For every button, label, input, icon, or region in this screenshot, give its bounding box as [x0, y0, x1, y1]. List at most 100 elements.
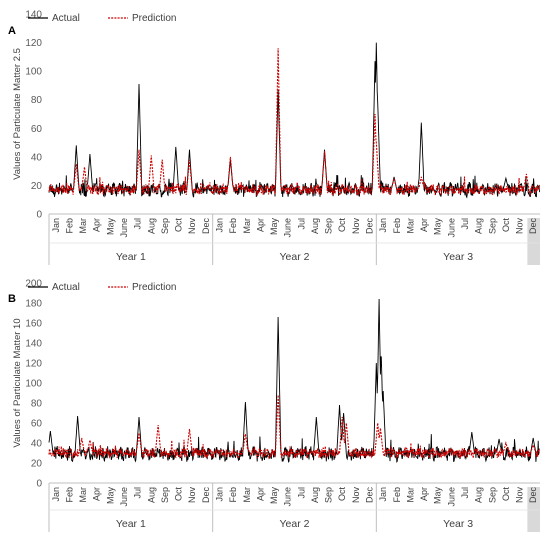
x-tick-label: Feb — [64, 487, 74, 503]
y-tick-label: 0 — [36, 479, 42, 490]
x-tick-label: Oct — [337, 487, 347, 502]
x-tick-label: Jul — [296, 218, 306, 230]
x-tick-label: Aug — [146, 487, 156, 503]
series-line-prediction — [48, 48, 541, 197]
y-axis-label: Values of Particulate Matter 2.5 — [12, 48, 23, 180]
legend-label-prediction: Prediction — [132, 282, 176, 293]
x-tick-label: Nov — [351, 218, 361, 235]
y-tick-label: 20 — [31, 459, 43, 470]
chart-panel-b: B 0 20 40 60 80 100 120 140 160 180 200 Values of Pa… — [8, 279, 541, 532]
x-tick-label: Sep — [160, 218, 170, 234]
x-tick-label: Mar — [78, 487, 88, 503]
x-tick-label: Jul — [133, 218, 143, 230]
x-tick-label: Feb — [64, 218, 74, 234]
x-tick-label: Dec — [201, 487, 211, 504]
y-tick-label: 0 — [36, 210, 42, 221]
x-tick-label: Mar — [242, 487, 252, 503]
series-line-prediction — [48, 394, 541, 461]
x-tick-label: Oct — [337, 218, 347, 233]
y-tick-label: 60 — [31, 124, 43, 135]
x-tick-label: Apr — [419, 218, 429, 232]
x-tick-label: Jan — [378, 487, 388, 502]
x-tick-label: Nov — [351, 487, 361, 504]
year-label: Year 2 — [280, 518, 310, 530]
x-tick-label: May — [433, 218, 443, 236]
y-tick-label: 60 — [31, 419, 43, 430]
x-tick-label: Mar — [405, 218, 415, 234]
x-tick-label: Oct — [501, 487, 511, 502]
x-tick-label: June — [119, 487, 129, 507]
y-tick-label: 140 — [25, 10, 42, 21]
x-tick-label: Jan — [51, 487, 61, 502]
x-tick-label: Oct — [501, 218, 511, 233]
x-tick-label: June — [446, 218, 456, 238]
x-tick-label: Dec — [528, 487, 538, 504]
y-tick-label: 180 — [25, 299, 42, 310]
legend-label-prediction: Prediction — [132, 13, 176, 24]
x-tick-label: Nov — [515, 218, 525, 235]
x-tick-label: Sep — [487, 487, 497, 503]
x-tick-label: June — [446, 487, 456, 507]
x-tick-label: Apr — [255, 487, 265, 501]
x-tick-label: Mar — [405, 487, 415, 503]
last-month-shade — [527, 218, 540, 265]
y-tick-label: 80 — [31, 95, 43, 106]
x-tick-label: June — [283, 487, 293, 507]
x-tick-label: May — [269, 487, 279, 505]
x-tick-label: Dec — [528, 218, 538, 235]
x-tick-label: Sep — [324, 218, 334, 234]
x-tick-label: Feb — [392, 218, 402, 234]
legend-label-actual: Actual — [52, 282, 80, 293]
x-tick-label: Aug — [474, 487, 484, 503]
x-tick-label: Jan — [214, 218, 224, 233]
y-tick-label: 40 — [31, 439, 43, 450]
legend-label-actual: Actual — [52, 13, 80, 24]
x-tick-label: Aug — [146, 218, 156, 234]
series-line-actual — [48, 298, 540, 463]
x-tick-label: May — [105, 218, 115, 236]
y-tick-label: 200 — [25, 279, 42, 290]
year-label: Year 1 — [116, 518, 146, 530]
y-tick-label: 120 — [25, 38, 42, 49]
x-tick-label: Jan — [214, 487, 224, 502]
year-label: Year 3 — [443, 251, 473, 263]
x-tick-label: Dec — [365, 487, 375, 504]
y-tick-label: 20 — [31, 181, 43, 192]
x-tick-label: Nov — [187, 487, 197, 504]
y-tick-label: 100 — [25, 379, 42, 390]
year-label: Year 1 — [116, 251, 146, 263]
year-label: Year 3 — [443, 518, 473, 530]
last-month-shade — [527, 487, 540, 532]
x-tick-label: Aug — [310, 487, 320, 503]
x-tick-label: June — [119, 218, 129, 238]
x-tick-label: Feb — [228, 218, 238, 234]
x-tick-label: Oct — [174, 487, 184, 502]
x-tick-label: Oct — [174, 218, 184, 233]
x-tick-label: Apr — [255, 218, 265, 232]
x-tick-label: Nov — [187, 218, 197, 235]
x-tick-label: Apr — [92, 218, 102, 232]
x-tick-label: Jan — [51, 218, 61, 233]
x-tick-label: May — [105, 487, 115, 505]
panel-label: B — [8, 293, 16, 305]
x-tick-label: Jul — [296, 487, 306, 499]
y-axis-label: Values of Particulate Matter 10 — [12, 318, 23, 447]
x-tick-label: June — [283, 218, 293, 238]
chart-panel-a: A 0 20 40 60 80 100 120 140 Values of Particulate… — [8, 10, 541, 265]
x-tick-label: Jul — [133, 487, 143, 499]
x-tick-label: May — [269, 218, 279, 236]
x-tick-label: Sep — [487, 218, 497, 234]
x-tick-label: Feb — [392, 487, 402, 503]
x-tick-label: Jan — [378, 218, 388, 233]
y-tick-label: 140 — [25, 339, 42, 350]
x-tick-label: Jul — [460, 218, 470, 230]
y-tick-label: 120 — [25, 359, 42, 370]
x-tick-label: Sep — [324, 487, 334, 503]
x-tick-label: Apr — [419, 487, 429, 501]
x-tick-label: Dec — [201, 218, 211, 235]
x-tick-label: Jul — [460, 487, 470, 499]
y-tick-label: 80 — [31, 399, 43, 410]
x-tick-label: Dec — [365, 218, 375, 235]
